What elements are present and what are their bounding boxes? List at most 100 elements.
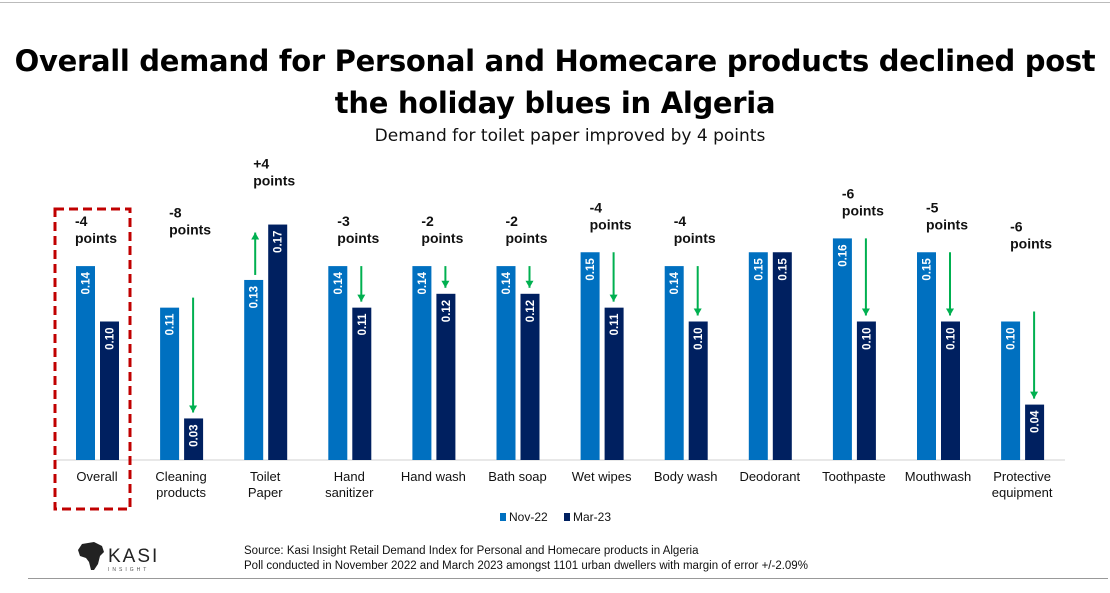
change-annotation: -5 [926, 199, 939, 215]
top-divider [0, 2, 1110, 3]
data-label: 0.12 [441, 300, 453, 322]
arrow-head [609, 294, 618, 302]
bar-Mar-23 [100, 321, 119, 460]
data-label: 0.10 [105, 328, 117, 350]
category-label: Toilet [250, 469, 281, 484]
bar-Mar-23 [520, 293, 540, 460]
source-note: Source: Kasi Insight Retail Demand Index… [244, 544, 808, 574]
data-label: 0.15 [753, 258, 765, 281]
change-annotation: +4 [253, 156, 269, 172]
change-annotation: -4 [590, 199, 603, 215]
data-label: 0.14 [333, 272, 345, 295]
category-label: Paper [248, 485, 283, 500]
category-label: Cleaning [155, 469, 206, 484]
data-label: 0.10 [1006, 328, 1018, 350]
change-annotation: -2 [421, 213, 434, 229]
kasi-logo: KASI INSIGHT [78, 542, 159, 573]
bar-Mar-23 [268, 224, 288, 460]
data-label: 0.10 [861, 328, 873, 350]
data-label: 0.12 [525, 300, 537, 322]
legend-swatch [564, 513, 570, 521]
data-label: 0.14 [417, 272, 429, 295]
change-annotation: -6 [842, 185, 855, 201]
bar-chart: 0.140.10Overall-4points0.110.03Cleaningp… [53, 156, 1065, 524]
category-label: Hand wash [401, 469, 466, 484]
bar-Mar-23 [772, 252, 792, 460]
category-label: Wet wipes [572, 469, 632, 484]
arrow-head [357, 294, 366, 302]
category-label: Protective [993, 469, 1051, 484]
bar-Mar-23 [688, 321, 708, 460]
bar-Mar-23 [184, 418, 204, 460]
svg-text:KASI: KASI [108, 546, 159, 567]
data-label: 0.11 [165, 313, 177, 335]
data-label: 0.16 [837, 244, 849, 266]
bar-Nov-22 [917, 252, 936, 460]
data-label: 0.15 [777, 258, 789, 281]
change-annotation: -2 [506, 213, 519, 229]
data-label: 0.15 [922, 258, 934, 281]
change-annotation: -6 [1010, 219, 1023, 235]
chart-subtitle: Demand for toilet paper improved by 4 po… [374, 126, 766, 146]
legend-swatch [500, 513, 506, 521]
arrow-head [693, 308, 702, 316]
category-label: Deodorant [739, 469, 800, 484]
bar-Mar-23 [941, 321, 960, 460]
arrow-head [189, 405, 198, 413]
bottom-divider [28, 578, 1108, 579]
arrow-head [1030, 391, 1039, 399]
overall-highlight-box [53, 207, 132, 511]
chart-title: Overall demand for Personal and Homecare… [14, 44, 1096, 120]
arrow-head [525, 280, 534, 288]
data-label: 0.11 [609, 313, 621, 335]
arrow-head [861, 308, 870, 316]
data-label: 0.17 [273, 231, 285, 253]
category-label: equipment [992, 485, 1053, 500]
bar-Nov-22 [1001, 321, 1021, 460]
change-annotation: -4 [674, 213, 687, 229]
bar-Nov-22 [328, 266, 348, 460]
data-label: 0.14 [81, 272, 93, 295]
change-annotation: points [253, 173, 295, 189]
poll-line: Poll conducted in November 2022 and Marc… [244, 560, 808, 572]
change-annotation: points [169, 222, 211, 238]
data-label: 0.15 [585, 258, 597, 281]
change-annotation: -8 [169, 205, 182, 221]
data-label: 0.10 [946, 328, 958, 350]
change-annotation: points [506, 230, 548, 246]
arrow-head [441, 280, 450, 288]
bar-Nov-22 [412, 266, 432, 460]
arrow-head [251, 232, 260, 240]
bar-Mar-23 [604, 307, 624, 460]
source-line: Source: Kasi Insight Retail Demand Index… [244, 545, 699, 557]
change-annotation: points [590, 216, 632, 232]
change-annotation: points [842, 202, 884, 218]
bar-Nov-22 [748, 252, 768, 460]
data-label: 0.11 [357, 313, 369, 335]
bar-Mar-23 [352, 307, 372, 460]
data-label: 0.03 [189, 424, 201, 446]
change-annotation: points [926, 216, 968, 232]
arrow-head [946, 308, 954, 316]
bar-Nov-22 [160, 307, 180, 460]
bar-Mar-23 [856, 321, 876, 460]
change-annotation: -4 [75, 213, 88, 229]
data-label: 0.04 [1030, 410, 1042, 433]
bar-Nov-22 [496, 266, 516, 460]
category-label: Hand [334, 469, 365, 484]
bar-Nov-22 [664, 266, 684, 460]
change-annotation: points [337, 230, 379, 246]
data-label: 0.14 [669, 272, 681, 295]
bar-Nov-22 [832, 238, 852, 460]
legend-label: Nov-22 [509, 510, 548, 524]
category-label: products [156, 485, 206, 500]
category-label: Mouthwash [905, 469, 971, 484]
category-label: Bath soap [488, 469, 547, 484]
category-label: Toothpaste [822, 469, 886, 484]
bar-Nov-22 [76, 266, 95, 460]
bar-Mar-23 [436, 293, 456, 460]
change-annotation: points [75, 230, 117, 246]
change-annotation: points [1010, 236, 1052, 252]
bar-Nov-22 [244, 279, 264, 460]
